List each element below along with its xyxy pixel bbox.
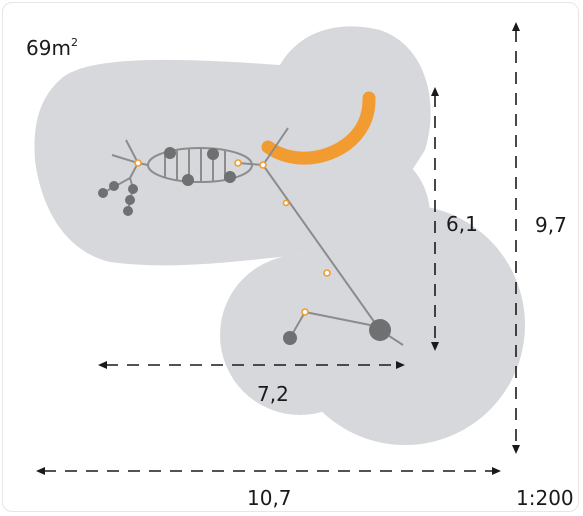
slide	[261, 91, 376, 165]
scale-label: 1:200	[516, 486, 574, 510]
area-superscript: 2	[70, 36, 78, 49]
dimension-height-total: 9,7	[535, 213, 567, 237]
large-node	[369, 319, 391, 341]
area-label: 69m2	[26, 36, 78, 60]
dimension-width-inner: 7,2	[257, 382, 289, 406]
safety-zone-middle	[290, 145, 430, 285]
dimension-width-total: 10,7	[247, 486, 292, 510]
nodes	[98, 147, 391, 345]
connectors	[134, 159, 331, 316]
safety-zone-bottom	[220, 255, 380, 415]
safety-zone	[34, 26, 525, 445]
dimension-arrows	[36, 22, 520, 475]
area-value: 69m	[26, 36, 71, 60]
dimension-height-inner: 6,1	[446, 212, 478, 236]
dimension-lines	[44, 30, 517, 472]
structure	[102, 127, 404, 346]
